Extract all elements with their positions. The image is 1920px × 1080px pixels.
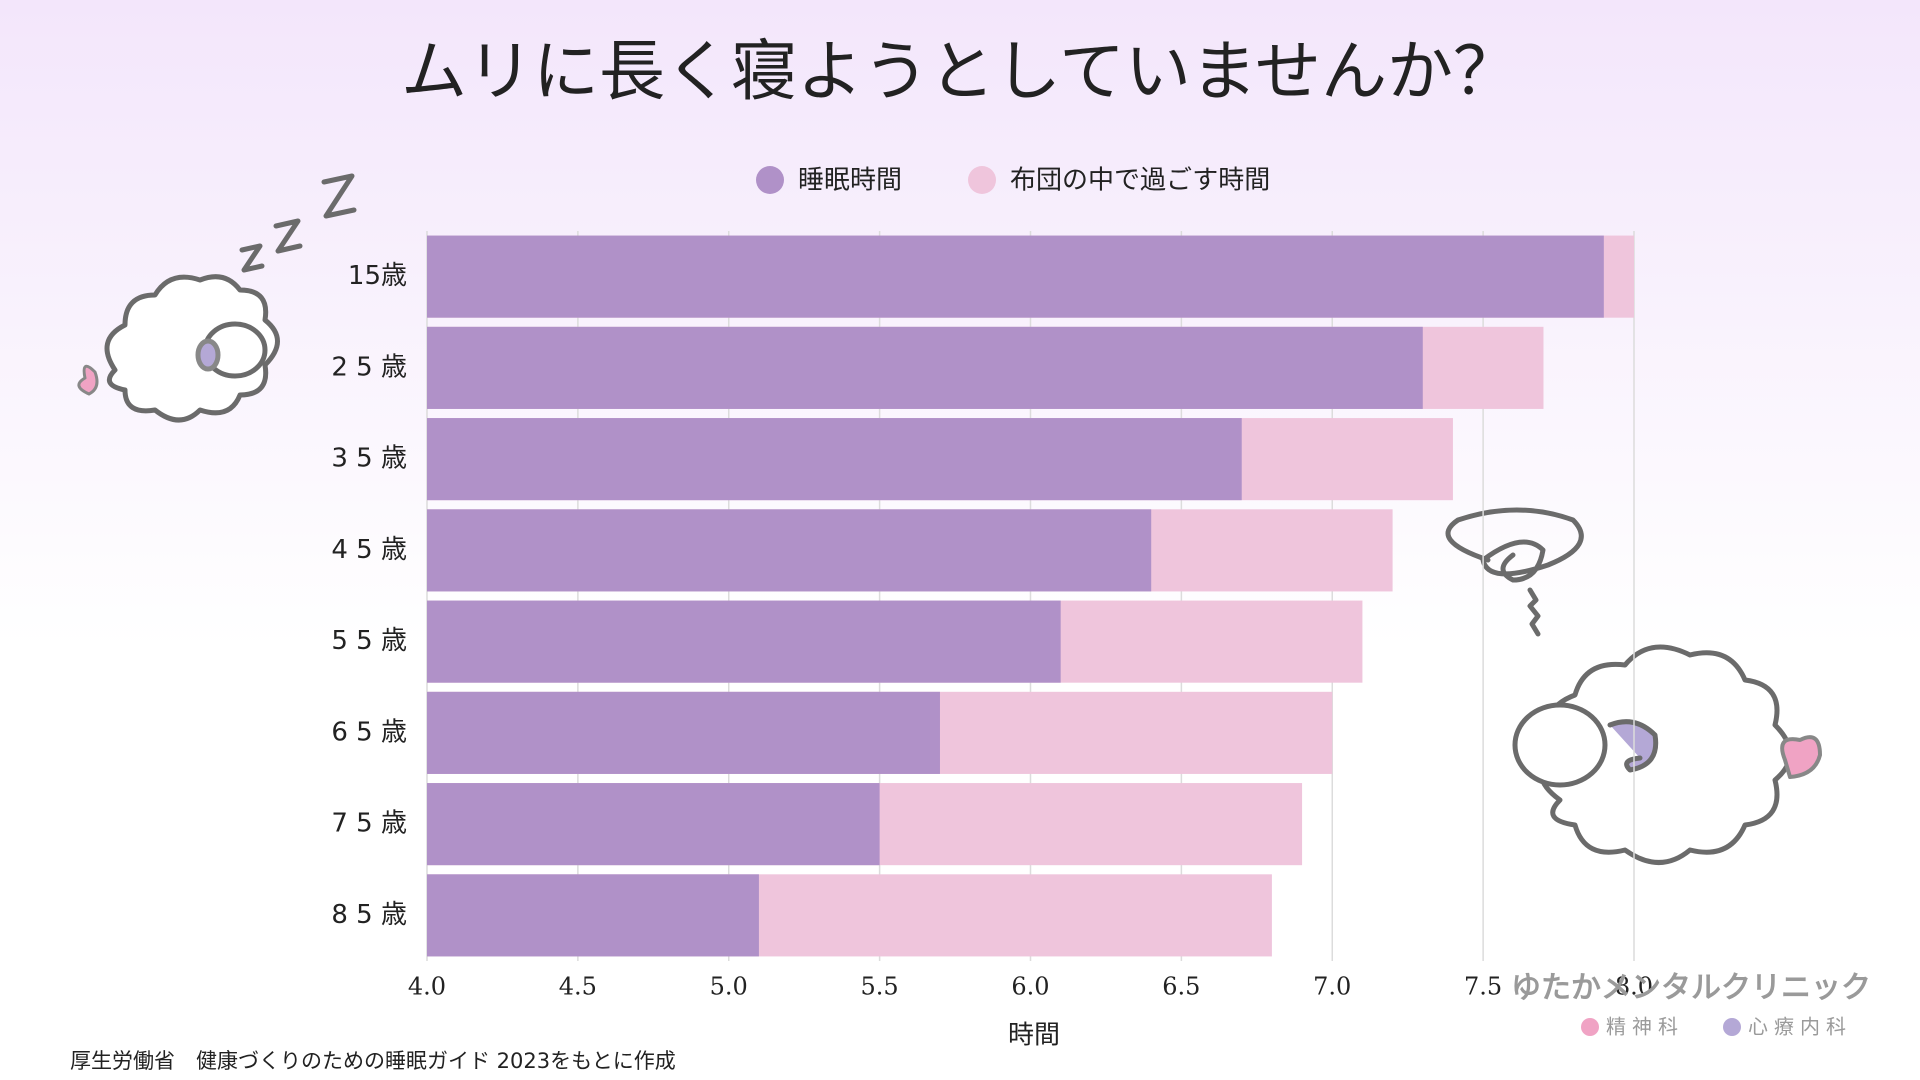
x-tick-label: 8.0: [1615, 973, 1653, 1001]
logo-dot: [1581, 1018, 1599, 1036]
bar: [427, 874, 759, 957]
x-tick-label: 4.0: [408, 973, 446, 1001]
logo-dot: [1723, 1018, 1741, 1036]
bar: [427, 509, 1152, 592]
bar: [427, 418, 1242, 501]
legend-label: 布団の中で過ごす時間: [1010, 166, 1270, 196]
x-axis-label: 時間: [1008, 1021, 1060, 1051]
x-tick-label: 7.5: [1464, 973, 1502, 1001]
y-tick-label: 4 5 歳: [331, 535, 407, 565]
bar: [427, 600, 1061, 683]
x-tick-label: 5.0: [710, 973, 748, 1001]
legend-swatch: [968, 166, 997, 194]
logo-department: 精神科: [1606, 1015, 1684, 1039]
x-tick-label: 6.5: [1162, 973, 1200, 1001]
source-note: 厚生労働省 健康づくりのための睡眠ガイド 2023をもとに作成: [70, 1049, 676, 1073]
x-tick-label: 4.5: [559, 973, 597, 1001]
bar: [427, 326, 1423, 409]
y-tick-label: 2 5 歳: [331, 352, 407, 382]
bar: [427, 691, 940, 774]
y-tick-label: 15歳: [348, 261, 407, 291]
logo-name: ゆたかメンタルクリニック: [1511, 971, 1871, 1006]
bar: [427, 235, 1604, 318]
y-tick-label: 8 5 歳: [331, 900, 407, 930]
legend-swatch: [756, 166, 784, 194]
x-tick-label: 7.0: [1313, 973, 1351, 1001]
y-tick-label: 5 5 歳: [331, 626, 407, 656]
y-tick-label: 7 5 歳: [331, 809, 407, 839]
x-tick-label: 5.5: [861, 973, 899, 1001]
bar: [427, 783, 880, 866]
x-tick-label: 6.0: [1011, 973, 1049, 1001]
chart-title: ムリに長く寝ようとしていませんか？: [401, 33, 1519, 110]
logo-department: 心療内科: [1748, 1015, 1852, 1039]
y-tick-label: 3 5 歳: [331, 444, 407, 474]
y-tick-label: 6 5 歳: [331, 717, 407, 747]
decoration: [77, 173, 1822, 865]
legend-label: 睡眠時間: [798, 166, 902, 196]
